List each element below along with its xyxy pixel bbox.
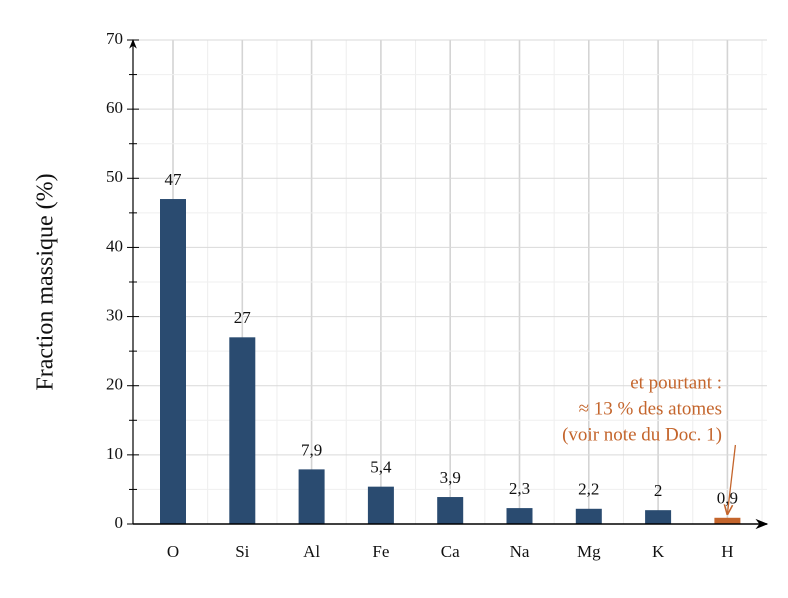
bar [229, 337, 256, 524]
value-label: 2,2 [578, 480, 599, 499]
bar [645, 510, 672, 524]
x-tick-label: H [721, 542, 733, 561]
y-tick-label: 60 [106, 98, 123, 117]
value-label: 7,9 [301, 440, 322, 459]
x-tick-label: O [167, 542, 179, 561]
y-tick-label: 0 [115, 513, 124, 532]
annotation-arrow [727, 444, 737, 514]
bar [160, 199, 186, 524]
y-tick-label: 30 [106, 305, 123, 324]
value-label: 2,3 [509, 479, 530, 498]
x-tick-label: Ca [441, 542, 460, 561]
y-tick-label: 40 [106, 236, 123, 255]
bars [160, 199, 741, 524]
value-label: 5,4 [370, 458, 392, 477]
bar [714, 517, 741, 524]
y-tick-label: 20 [106, 375, 123, 394]
value-label: 3,9 [440, 468, 461, 487]
bar [575, 508, 602, 524]
x-tick-label: K [652, 542, 665, 561]
y-axis-label: Fraction massique (%) [33, 173, 59, 390]
value-label: 27 [234, 308, 252, 327]
y-tick-label: 50 [106, 167, 123, 186]
x-tick-label: Al [303, 542, 320, 561]
annotation-text: (voir note du Doc. 1) [562, 424, 722, 445]
x-tick-label: Si [235, 542, 249, 561]
bar [437, 497, 464, 524]
x-tick-label: Mg [577, 542, 601, 561]
bar [367, 486, 394, 524]
bar [506, 508, 533, 524]
grid [133, 39, 767, 525]
value-label: 0,9 [717, 489, 738, 508]
x-tick-label: Fe [372, 542, 389, 561]
annotation-text: ≈ 13 % des atomes [579, 398, 722, 419]
bar [298, 469, 325, 524]
value-label: 47 [165, 170, 183, 189]
y-tick-label: 10 [106, 444, 123, 463]
y-tick-label: 70 [106, 29, 123, 48]
value-label: 2 [654, 481, 663, 500]
x-tick-label: Na [510, 542, 530, 561]
annotation-text: et pourtant : [630, 372, 722, 393]
